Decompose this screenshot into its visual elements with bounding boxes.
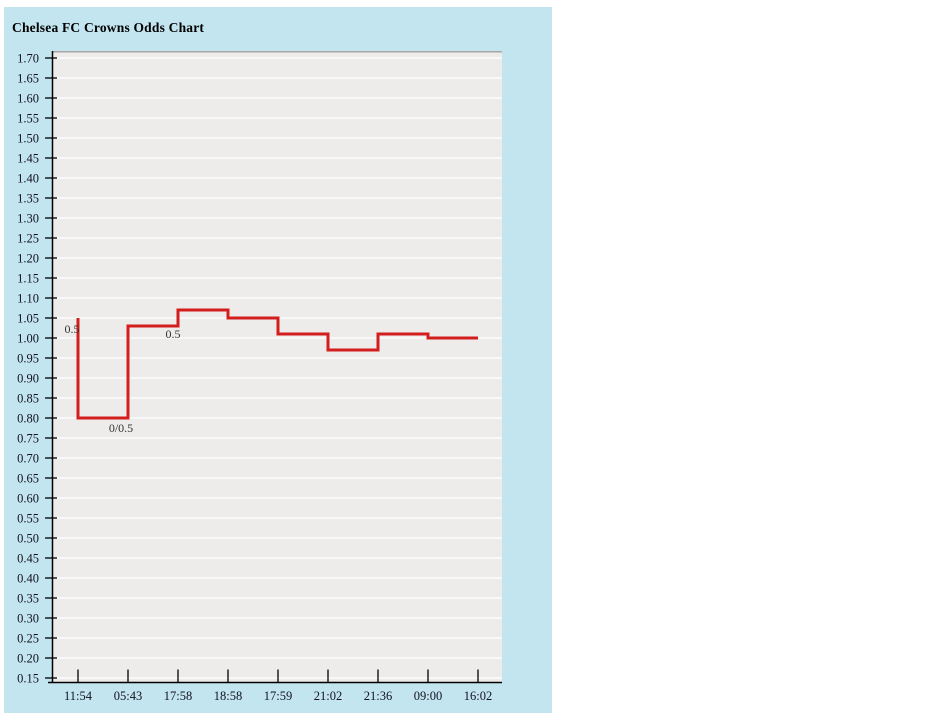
y-tick-label: 0.55	[17, 512, 39, 526]
y-tick-label: 0.65	[17, 472, 39, 486]
y-tick-label: 1.05	[17, 312, 39, 326]
y-tick-label: 1.00	[17, 332, 39, 346]
y-tick-label: 0.20	[17, 652, 39, 666]
annotation-label: 0/0.5	[109, 421, 133, 435]
x-tick-label: 05:43	[114, 689, 142, 703]
y-tick-label: 0.80	[17, 412, 39, 426]
x-tick-label: 21:36	[364, 689, 392, 703]
x-tick-label: 11:54	[64, 689, 93, 703]
y-tick-label: 0.70	[17, 452, 39, 466]
x-tick-label: 17:59	[264, 689, 292, 703]
y-tick-label: 0.50	[17, 532, 39, 546]
y-tick-label: 1.35	[17, 192, 39, 206]
y-tick-label: 1.70	[17, 52, 39, 66]
y-tick-label: 1.25	[17, 232, 39, 246]
x-tick-label: 18:58	[214, 689, 242, 703]
y-tick-label: 1.50	[17, 132, 39, 146]
y-tick-label: 1.10	[17, 292, 39, 306]
x-tick-label: 17:58	[164, 689, 192, 703]
y-tick-label: 1.60	[17, 92, 39, 106]
chart-title: Chelsea FC Crowns Odds Chart	[12, 20, 205, 35]
y-tick-label: 0.35	[17, 592, 39, 606]
y-tick-label: 1.65	[17, 72, 39, 86]
y-tick-label: 0.95	[17, 352, 39, 366]
x-tick-label: 21:02	[314, 689, 342, 703]
y-tick-label: 0.75	[17, 432, 39, 446]
y-tick-label: 0.90	[17, 372, 39, 386]
y-tick-label: 0.30	[17, 612, 39, 626]
annotation-label: 0.5	[65, 322, 80, 336]
annotation-label: 0.5	[166, 327, 181, 341]
y-tick-label: 1.20	[17, 252, 39, 266]
y-tick-label: 0.60	[17, 492, 39, 506]
y-tick-label: 1.30	[17, 212, 39, 226]
y-tick-label: 1.40	[17, 172, 39, 186]
x-tick-label: 16:02	[464, 689, 492, 703]
y-tick-label: 0.25	[17, 632, 39, 646]
y-tick-label: 0.40	[17, 572, 39, 586]
plot-background	[52, 51, 502, 682]
y-tick-label: 1.45	[17, 152, 39, 166]
y-tick-label: 1.55	[17, 112, 39, 126]
odds-chart-canvas: 1.70 1.65 1.60 1.55 1.50 1.45 1.40 1.35 1.30 1.25…	[17, 51, 502, 703]
odds-chart-panel: Chelsea FC Crowns Odds Chart 1.70 1.65 1.6…	[4, 7, 552, 713]
y-tick-label: 0.45	[17, 552, 39, 566]
y-tick-label: 0.85	[17, 392, 39, 406]
y-tick-label: 1.15	[17, 272, 39, 286]
x-tick-label: 09:00	[414, 689, 442, 703]
y-tick-label: 0.15	[17, 672, 39, 686]
odds-line	[76, 308, 478, 420]
